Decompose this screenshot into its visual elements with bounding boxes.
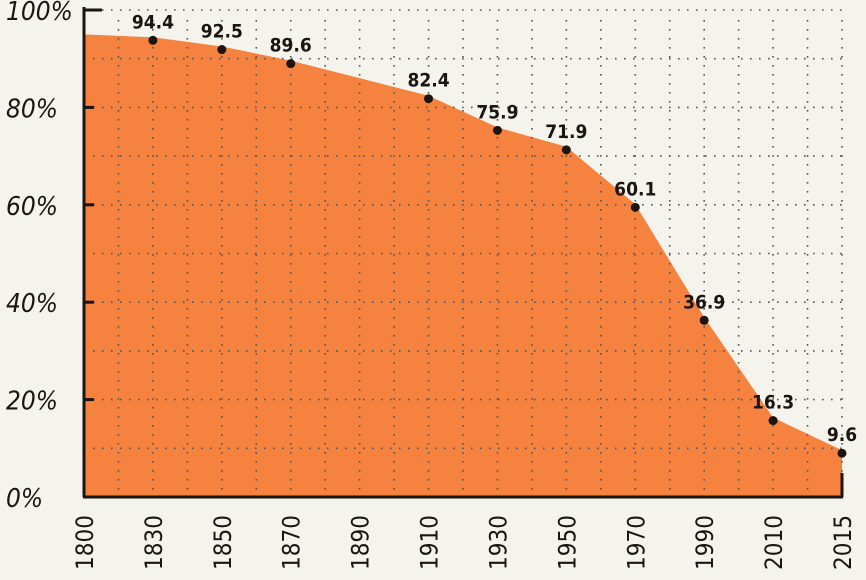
data-point — [148, 35, 158, 45]
data-label: 92.5 — [201, 21, 243, 43]
x-tick-label: 1950 — [553, 515, 581, 570]
y-tick-label: 80% — [6, 94, 58, 124]
data-label: 82.4 — [407, 70, 449, 92]
data-point — [492, 125, 502, 135]
x-tick-label: 1870 — [278, 515, 306, 570]
y-tick-label: 20% — [6, 387, 58, 417]
data-label: 71.9 — [545, 121, 587, 143]
data-label: 75.9 — [476, 101, 518, 123]
data-label: 60.1 — [614, 178, 656, 200]
data-point — [561, 145, 571, 155]
x-tick-label: 1930 — [484, 515, 512, 570]
data-label: 9.6 — [827, 424, 857, 446]
data-label: 36.9 — [683, 291, 725, 313]
x-tick-label: 1970 — [622, 515, 650, 570]
x-tick-label: 1830 — [140, 515, 168, 570]
x-tick-label: 1990 — [691, 515, 719, 570]
y-tick-label: 100% — [6, 0, 73, 27]
data-point — [217, 45, 227, 55]
data-point — [630, 202, 640, 212]
x-tick-label: 1800 — [71, 515, 99, 570]
x-tick-label: 1910 — [416, 515, 444, 570]
y-tick-label: 40% — [6, 289, 58, 319]
data-point — [286, 59, 296, 69]
data-label: 94.4 — [132, 11, 174, 33]
area-fill — [84, 34, 842, 498]
x-tick-label: 1850 — [209, 515, 237, 570]
data-label: 89.6 — [270, 35, 312, 57]
x-tick-label: 1890 — [347, 515, 375, 570]
data-label: 16.3 — [752, 392, 794, 414]
y-tick-label: 0% — [6, 484, 43, 514]
x-tick-label: 2015 — [829, 515, 857, 570]
y-tick-label: 60% — [6, 192, 58, 222]
data-point — [837, 448, 847, 458]
x-tick-label: 2010 — [760, 515, 788, 570]
data-point — [768, 416, 778, 426]
data-point — [699, 315, 709, 325]
data-point — [424, 94, 434, 104]
